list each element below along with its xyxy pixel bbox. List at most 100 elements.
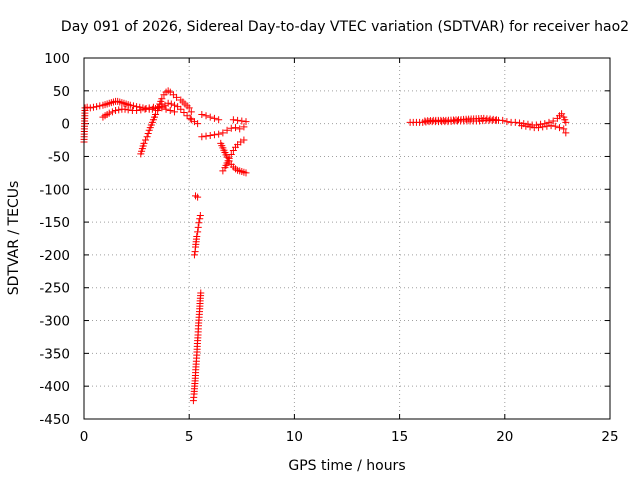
data-point	[210, 131, 218, 139]
data-point	[190, 251, 198, 259]
data-point	[196, 212, 204, 220]
data-point	[145, 104, 153, 112]
data-point	[206, 113, 214, 121]
data-point	[108, 108, 116, 116]
data-point	[86, 104, 94, 112]
data-point	[556, 124, 564, 132]
data-point	[219, 129, 227, 137]
data-point	[83, 103, 91, 111]
data-point	[202, 132, 210, 140]
data-point	[105, 109, 113, 117]
data-point	[129, 102, 137, 110]
data-point	[234, 116, 242, 124]
data-point	[534, 124, 542, 132]
data-point	[173, 93, 181, 101]
x-tick-label: 20	[496, 429, 513, 445]
y-tick-label: -300	[39, 314, 70, 330]
data-point	[560, 125, 568, 133]
x-tick-label: 10	[286, 429, 303, 445]
data-point	[197, 289, 205, 297]
data-point	[562, 129, 570, 137]
data-point	[242, 118, 250, 126]
x-tick-label: 0	[80, 429, 89, 445]
data-point	[503, 118, 511, 126]
data-point	[198, 133, 206, 141]
series-arc-short-b	[229, 116, 250, 126]
data-point	[215, 116, 223, 124]
data-point	[194, 120, 202, 128]
data-point	[240, 136, 248, 144]
data-point	[194, 223, 202, 231]
grid	[84, 58, 610, 419]
data-point	[124, 106, 132, 114]
data-point	[522, 122, 530, 130]
series-arc-mid	[198, 110, 223, 124]
y-axis-label: SDTVAR / TECUs	[6, 181, 22, 296]
data-point	[231, 124, 239, 132]
y-tick-label: -100	[39, 182, 70, 198]
x-tick-label: 5	[185, 429, 194, 445]
data-point	[518, 122, 526, 130]
data-point	[551, 122, 559, 130]
data-point	[162, 105, 170, 113]
y-tick-label: -400	[39, 379, 70, 395]
data-point	[227, 124, 235, 132]
data-point	[112, 107, 120, 115]
data-point	[194, 193, 202, 201]
x-tick-label: 25	[601, 429, 618, 445]
data-point	[543, 122, 551, 130]
chart-title: Day 091 of 2026, Sidereal Day-to-day VTE…	[61, 19, 629, 35]
data-point	[195, 219, 203, 227]
tick-labels: 0 5 10 15 20 25 100 50 0 -50 -100 -150 -200 -250 -300 -…	[39, 51, 618, 445]
series-arc-dip	[137, 100, 166, 158]
data-point	[137, 106, 145, 114]
y-tick-label: 100	[44, 51, 70, 67]
data-point	[142, 105, 150, 113]
y-tick-label: -450	[39, 412, 70, 428]
y-tick-label: 50	[53, 84, 70, 100]
data-point	[549, 117, 557, 125]
data-point	[206, 131, 214, 139]
data-point	[539, 123, 547, 131]
data-point	[164, 99, 172, 107]
data-point	[141, 105, 149, 113]
data-point	[547, 122, 555, 130]
data-point	[140, 139, 148, 147]
data-point	[167, 100, 175, 108]
series-arc-early-main	[80, 97, 194, 146]
data-point	[187, 108, 195, 116]
data-point	[499, 116, 507, 124]
series-arc-x-up	[219, 136, 248, 175]
y-tick-label: -150	[39, 215, 70, 231]
y-tick-label: 0	[61, 117, 70, 133]
data-point	[133, 107, 141, 115]
y-tick-label: -50	[48, 149, 70, 165]
data-point	[210, 114, 218, 122]
data-point	[180, 108, 188, 116]
data-point	[170, 101, 178, 109]
data-point	[93, 103, 101, 111]
data-point	[121, 105, 129, 113]
plot-frame	[83, 57, 611, 420]
data-point	[152, 110, 160, 118]
series-arc-late-end-lower	[518, 122, 570, 137]
data-point	[242, 169, 250, 177]
data-point	[198, 110, 206, 118]
data-point	[511, 118, 519, 126]
data-point	[225, 154, 233, 162]
series-arc-peak	[156, 87, 195, 116]
data-point	[143, 133, 151, 141]
y-tick-label: -350	[39, 346, 70, 362]
data-point	[154, 107, 162, 115]
series-arc-x-down	[217, 139, 250, 177]
data-point	[562, 118, 570, 126]
series-arc-plunge-c	[189, 289, 205, 405]
data-point	[126, 101, 134, 109]
data-point	[158, 95, 166, 103]
series-arc-short-a	[187, 116, 202, 128]
data-point	[115, 106, 123, 114]
data-point	[194, 228, 202, 236]
data-point	[227, 150, 235, 158]
data-point	[196, 215, 204, 223]
